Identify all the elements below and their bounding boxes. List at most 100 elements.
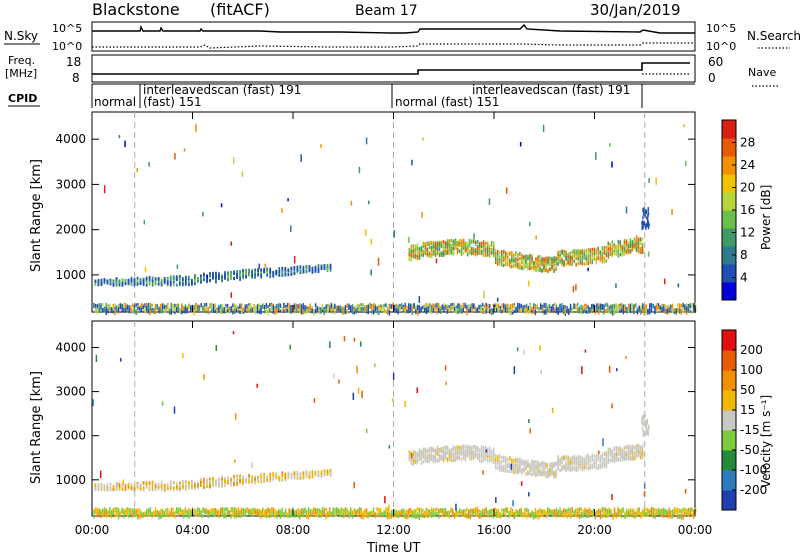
- velocity-cell: [263, 476, 266, 480]
- velocity-cell: [589, 455, 591, 460]
- power-cell: [386, 308, 389, 314]
- nsky-trace: [92, 23, 695, 34]
- velocity-cell: [476, 509, 479, 513]
- power-cell: [209, 272, 211, 276]
- velocity-cell: [469, 513, 472, 519]
- power-cell: [569, 303, 572, 310]
- power-cell: [230, 270, 232, 275]
- velocity-cell: [456, 455, 459, 459]
- velocity-cell: [206, 478, 208, 482]
- velocity-cell: [605, 453, 608, 458]
- velocity-cell: [221, 507, 224, 512]
- power-cell: [421, 211, 423, 218]
- velocity-cell: [330, 511, 333, 516]
- power-cell: [420, 251, 423, 255]
- power-cell: [133, 281, 136, 285]
- velocity-cell: [609, 458, 612, 463]
- power-cell: [633, 243, 636, 247]
- power-cell: [615, 252, 618, 256]
- power-cell: [472, 239, 475, 243]
- velocity-cell: [569, 464, 571, 468]
- power-cell: [543, 302, 545, 308]
- velocity-cell: [412, 454, 415, 459]
- power-cell: [474, 240, 477, 245]
- velocity-cell: [139, 483, 142, 487]
- velocity-cell: [450, 458, 453, 462]
- nave-label: Nave: [748, 66, 776, 79]
- velocity-cell: [519, 465, 521, 470]
- power-cell: [264, 263, 267, 268]
- power-cell: [127, 281, 130, 286]
- velocity-cell: [260, 472, 263, 476]
- power-cell: [612, 308, 614, 314]
- velocity-cell: [392, 513, 394, 518]
- power-cell: [511, 251, 513, 255]
- power-cell: [248, 308, 250, 313]
- power-cell: [254, 268, 257, 272]
- velocity-cell: [246, 506, 248, 513]
- power-cell: [145, 278, 148, 283]
- power-cell: [157, 282, 160, 286]
- velocity-cell: [583, 467, 585, 471]
- power-cell: [501, 309, 503, 314]
- power-cell: [448, 248, 451, 253]
- power-cell: [597, 256, 600, 261]
- power-cell: [392, 303, 394, 309]
- velocity-cell: [430, 507, 433, 512]
- power-cell: [511, 258, 513, 262]
- velocity-cell: [439, 509, 442, 513]
- nsearch-label: N.Search: [747, 29, 800, 43]
- power-cell: [452, 251, 455, 255]
- power-cell: [153, 307, 155, 314]
- velocity-cell: [555, 474, 557, 479]
- power-cell: [549, 262, 551, 267]
- power-cell: [476, 251, 479, 256]
- velocity-cell: [413, 512, 415, 519]
- power-cell: [241, 171, 244, 177]
- velocity-cell: [515, 459, 517, 464]
- power-cell: [501, 303, 503, 309]
- power-cell: [625, 247, 628, 251]
- power-cell: [603, 246, 606, 250]
- power-cell: [233, 305, 236, 309]
- power-cell: [647, 251, 650, 257]
- velocity-cell: [462, 452, 465, 456]
- power-cell: [611, 243, 614, 247]
- velocity-cell: [511, 461, 513, 465]
- power-cell: [519, 264, 521, 268]
- velocity-cell: [188, 510, 190, 516]
- power-cell: [245, 268, 247, 273]
- power-cell: [212, 308, 215, 313]
- power-cell: [244, 306, 246, 313]
- power-cell: [411, 306, 413, 313]
- velocity-cell: [555, 462, 557, 467]
- power-cell: [499, 259, 501, 264]
- power-cell: [420, 246, 423, 251]
- power-cell: [488, 309, 491, 314]
- power-cell: [641, 227, 643, 231]
- velocity-cell: [428, 446, 431, 451]
- power-cell: [617, 307, 619, 314]
- velocity-cell: [478, 513, 480, 518]
- velocity-cell: [432, 458, 435, 463]
- power-cell: [430, 241, 433, 246]
- velocity-cell: [472, 453, 475, 458]
- velocity-cell: [175, 487, 178, 491]
- power-cell: [594, 305, 596, 311]
- power-cell: [525, 303, 528, 308]
- velocity-cell: [425, 509, 428, 513]
- power-cell: [300, 304, 303, 310]
- power-cell: [212, 303, 215, 308]
- power-cell: [603, 251, 606, 255]
- power-cell: [522, 308, 524, 312]
- power-cell: [161, 303, 164, 310]
- power-cell: [454, 238, 457, 243]
- velocity-cell: [423, 513, 426, 519]
- power-cell: [507, 255, 509, 259]
- velocity-cell: [412, 462, 415, 467]
- power-cell: [496, 304, 498, 309]
- velocity-cell: [420, 507, 422, 512]
- power-cell: [510, 309, 512, 316]
- power-cell: [527, 265, 529, 269]
- velocity-cell: [501, 460, 503, 464]
